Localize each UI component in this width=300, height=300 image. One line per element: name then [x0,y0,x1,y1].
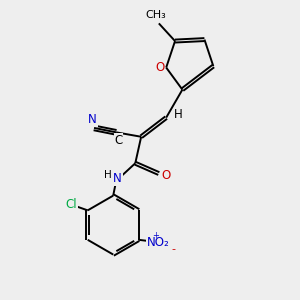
Text: CH₃: CH₃ [146,10,166,20]
Text: C: C [114,134,123,147]
Text: N: N [113,172,122,185]
Text: H: H [104,170,112,180]
Text: NO₂: NO₂ [146,236,169,249]
Text: Cl: Cl [66,198,77,211]
Text: O: O [155,61,164,74]
Text: -: - [171,244,175,254]
Text: N: N [88,113,97,126]
Text: O: O [162,169,171,182]
Text: +: + [152,231,159,240]
Text: H: H [174,108,182,121]
